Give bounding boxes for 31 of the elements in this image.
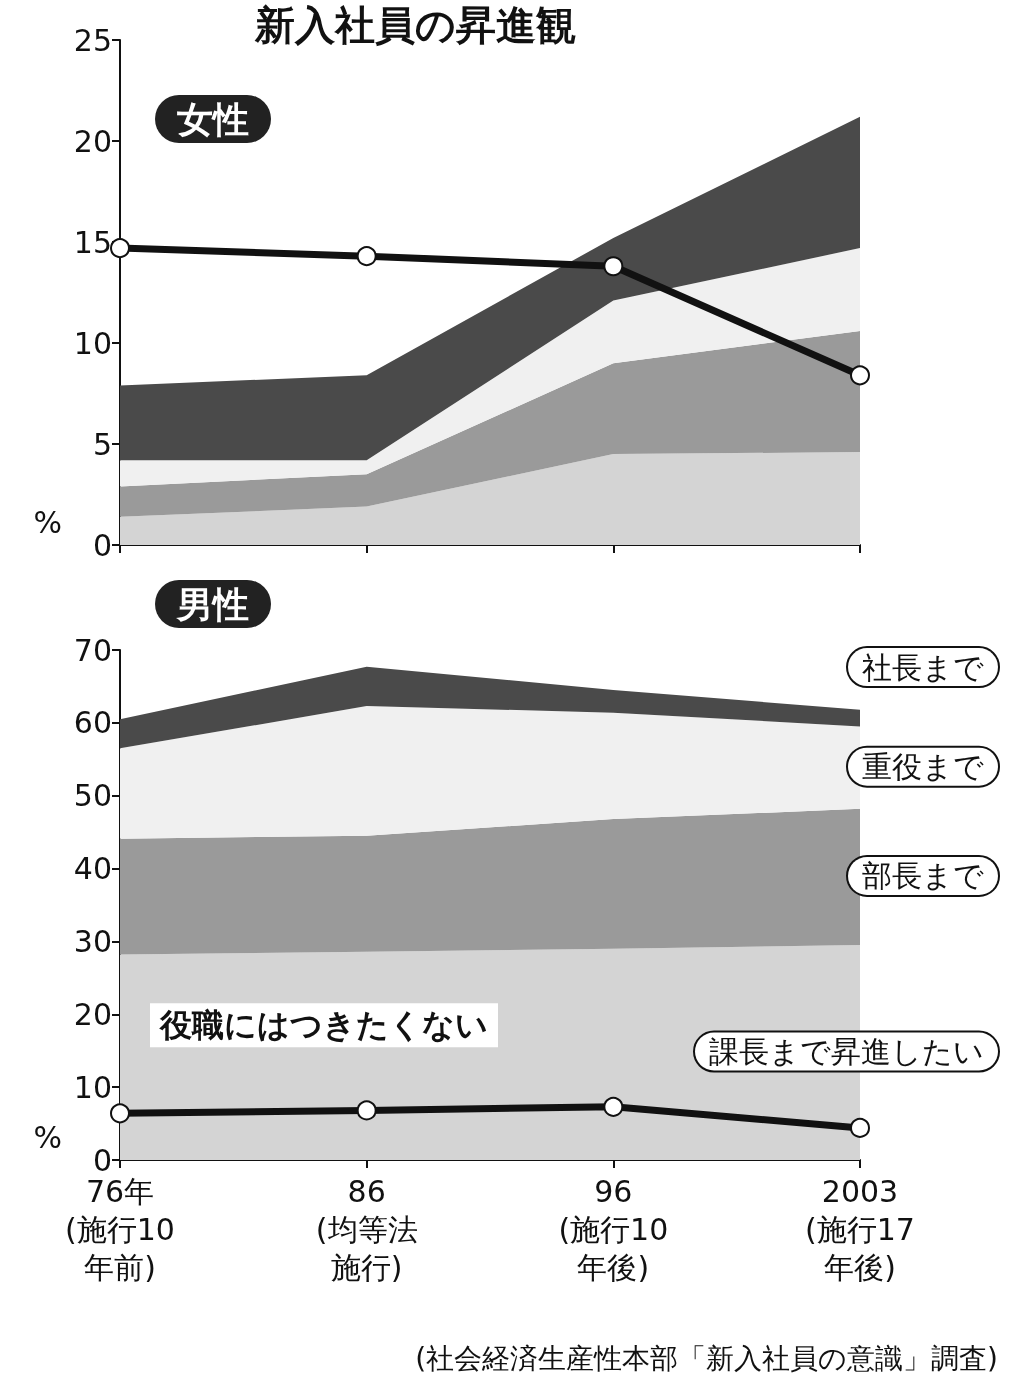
y-tick-label: 10 [73, 325, 112, 361]
text: 役職にはつきたくない [159, 1006, 488, 1045]
chart-title: 男性 [176, 583, 249, 625]
series-label: 社長まで [862, 649, 984, 685]
y-tick-label: 10 [73, 1069, 112, 1105]
x-tick-label: 96(施行10年後) [558, 1173, 669, 1285]
x-tick-label: 2003(施行17年後) [805, 1173, 915, 1285]
point [603, 256, 624, 277]
y-tick-label: 60 [73, 705, 112, 741]
y-tick-label: 30 [73, 923, 112, 959]
series-label: 部長まで [862, 858, 984, 894]
y-tick-label: 70 [73, 632, 112, 668]
y-axis-title: % [33, 1119, 62, 1155]
point [850, 365, 870, 386]
y-tick-label: 40 [73, 851, 112, 887]
y-axis-title: % [33, 504, 62, 540]
y-tick-label: 15 [73, 224, 112, 260]
y-tick-label: 20 [73, 996, 112, 1032]
point [356, 246, 377, 267]
point [110, 238, 130, 259]
series-label: 重役まで [862, 749, 984, 785]
series-label: 課長まで昇進したい [709, 1034, 984, 1070]
chart-title: 新入社員の昇進観 [254, 2, 576, 48]
y-tick-label: 50 [73, 778, 112, 814]
x-tick-label: 86(均等法施行) [315, 1173, 418, 1285]
text: (社会経済生産性本部「新入社員の意識」調査) [415, 1341, 999, 1375]
y-tick-label: 25 [73, 22, 112, 58]
y-tick-label: 0 [92, 527, 112, 563]
text: 女性 [177, 98, 249, 140]
y-tick-label: 5 [92, 426, 112, 462]
y-tick-label: 20 [73, 123, 112, 159]
